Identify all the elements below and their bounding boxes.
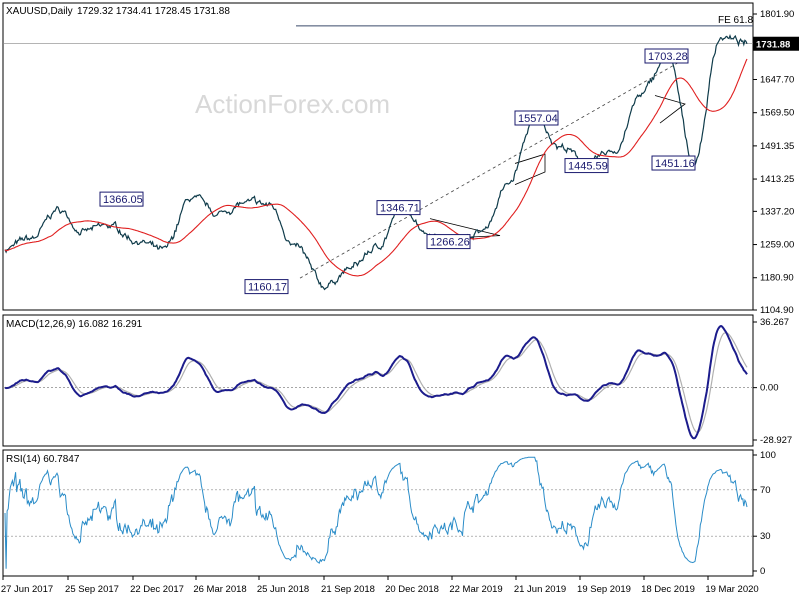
x-tick-label: 22 Mar 2019 [449, 584, 502, 595]
x-tick-label: 25 Jun 2018 [257, 584, 309, 595]
flag-pattern [514, 153, 546, 186]
price-annotations: 1366.05 1160.17 1346.71 1266.26 1557.04 1445.… [99, 48, 696, 295]
rsi-y-tick-label: 70 [760, 485, 771, 496]
price-annotation-box [644, 48, 689, 64]
trend-line [299, 55, 691, 279]
macd-signal-line [4, 332, 748, 433]
price-annotation-box [376, 200, 421, 216]
main-y-tick-label: 1801.90 [760, 9, 794, 20]
x-tick-label: 22 Dec 2017 [130, 584, 184, 595]
rsi-y-tick-label: 30 [760, 531, 771, 542]
price-annotation-label: 1451.16 [655, 158, 695, 170]
price-series: FE 61.8 1731.88 [3, 15, 799, 291]
price-annotation-label: 1703.28 [648, 51, 688, 63]
macd-y-tick-label: -28.927 [760, 435, 792, 446]
price-annotation-box [426, 234, 471, 250]
price-annotation-box [99, 191, 144, 207]
price-annotation-label: 1160.17 [248, 282, 287, 294]
x-tick-label: 25 Sep 2017 [65, 584, 119, 595]
x-tick-label: 21 Jun 2019 [514, 584, 566, 595]
main-y-tick-label: 1180.90 [760, 273, 794, 284]
macd-series [3, 325, 753, 440]
price-annotation-label: 1346.71 [380, 203, 420, 215]
main-y-tick-label: 1491.35 [760, 141, 794, 152]
x-axis: 27 Jun 2017 25 Sep 2017 22 Dec 2017 26 Mar … [1, 576, 759, 595]
rsi-label: RSI(14) 60.7847 [6, 454, 80, 465]
x-tick-label: 27 Jun 2017 [1, 584, 53, 595]
price-annotation-label: 1445.59 [568, 161, 608, 173]
rsi-y-tick-label: 100 [760, 450, 776, 461]
main-y-tick-label: 1413.25 [760, 174, 794, 185]
rsi-series [3, 456, 753, 569]
main-panel [2, 2, 754, 311]
x-tick-label: 19 Mar 2020 [705, 584, 758, 595]
main-y-tick-label: 1569.50 [760, 108, 794, 119]
main-y-tick-label: 1647.70 [760, 74, 794, 85]
price-annotation-label: 1366.05 [103, 194, 143, 206]
price-annotation-label: 1557.04 [518, 113, 558, 125]
macd-line [4, 325, 748, 440]
last-price-box [753, 36, 799, 51]
macd-y-tick-label: 0.00 [760, 383, 779, 394]
last-price-label: 1731.88 [756, 40, 790, 51]
macd-panel [2, 314, 754, 447]
main-y-tick-label: 1259.00 [760, 240, 794, 251]
macd-y-axis: 36.267 0.00 -28.927 [753, 317, 792, 446]
rsi-panel [2, 449, 754, 577]
x-tick-label: 19 Sep 2019 [577, 584, 631, 595]
triangle-pattern-2 [654, 95, 686, 124]
price-line [4, 34, 748, 291]
price-annotation-box [651, 155, 696, 171]
macd-y-tick-label: 36.267 [760, 317, 789, 328]
main-y-tick-label: 1337.20 [760, 206, 794, 217]
price-annotation-box [244, 279, 289, 295]
rsi-line [4, 456, 748, 569]
x-tick-label: 21 Sep 2018 [321, 584, 375, 595]
price-annotation-label: 1266.26 [430, 237, 470, 249]
ohlc-label: 1729.32 1734.41 1728.45 1731.88 [77, 6, 230, 17]
rsi-y-tick-label: 0 [760, 566, 765, 577]
main-y-axis: 1801.901724.801647.701569.501491.351413.… [753, 9, 794, 316]
main-y-tick-label: 1104.90 [760, 305, 794, 316]
symbol-label: XAUUSD,Daily [6, 6, 73, 17]
price-annotation-box [564, 158, 609, 174]
fe-level-label: FE 61.8 [718, 15, 753, 26]
macd-label: MACD(12,26,9) 16.082 16.291 [6, 319, 143, 330]
x-tick-label: 26 Mar 2018 [193, 584, 246, 595]
x-tick-label: 20 Dec 2018 [385, 584, 439, 595]
x-tick-label: 18 Dec 2019 [641, 584, 695, 595]
moving-average-line [4, 58, 748, 277]
rsi-y-axis: 100 70 30 0 [753, 450, 776, 577]
price-annotation-box [514, 110, 559, 126]
watermark: ActionForex.com [195, 89, 390, 119]
